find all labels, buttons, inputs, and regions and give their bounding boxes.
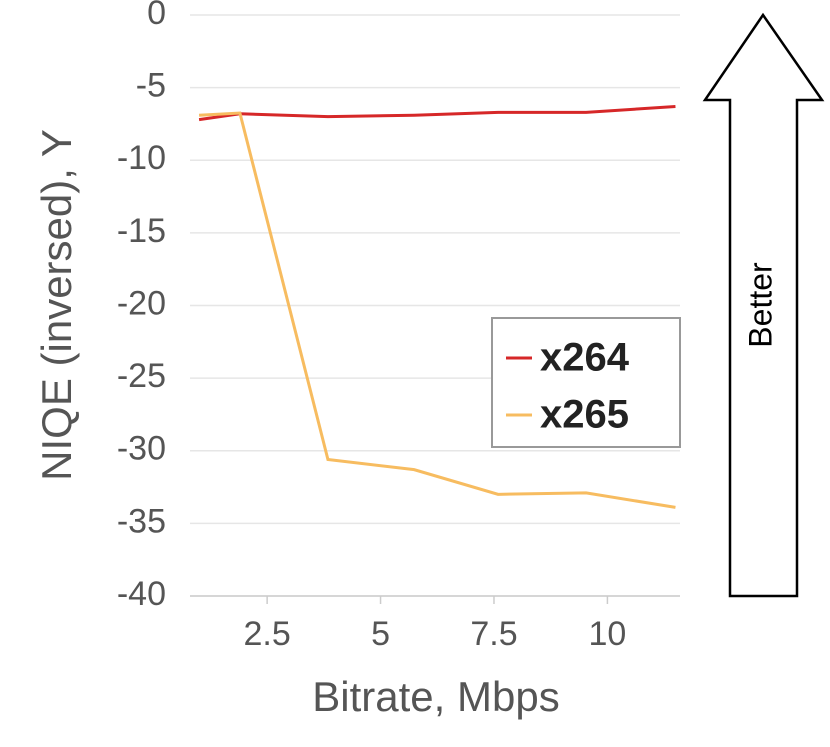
y-tick-label: 0: [147, 0, 166, 32]
y-tick-label: -30: [117, 430, 166, 468]
series-line: [198, 111, 676, 509]
y-axis-title: NIQE (inversed), Y: [33, 129, 80, 481]
legend-label: x265: [540, 393, 629, 437]
x-tick-label: 5: [371, 615, 390, 653]
legend: x264 x265: [491, 317, 681, 448]
legend-label: x264: [540, 336, 630, 380]
y-tick-label: -20: [117, 284, 166, 322]
y-tick-label: -15: [117, 212, 166, 250]
x-axis-title: Bitrate, Mbps: [312, 673, 559, 720]
x-tick-label: 7.5: [470, 615, 517, 653]
annotation: Better: [742, 262, 778, 348]
y-tick-label: -40: [117, 575, 166, 613]
x-tick-label: 2.5: [243, 615, 290, 653]
y-tick-label: -10: [117, 139, 166, 177]
y-tick-label: -5: [136, 67, 166, 105]
series-line: [198, 105, 676, 122]
y-tick-label: -25: [117, 357, 166, 395]
legend-box: [491, 317, 681, 448]
y-tick-label: -35: [117, 502, 166, 540]
better-arrow: [702, 12, 825, 598]
x-tick-label: 10: [588, 615, 626, 653]
